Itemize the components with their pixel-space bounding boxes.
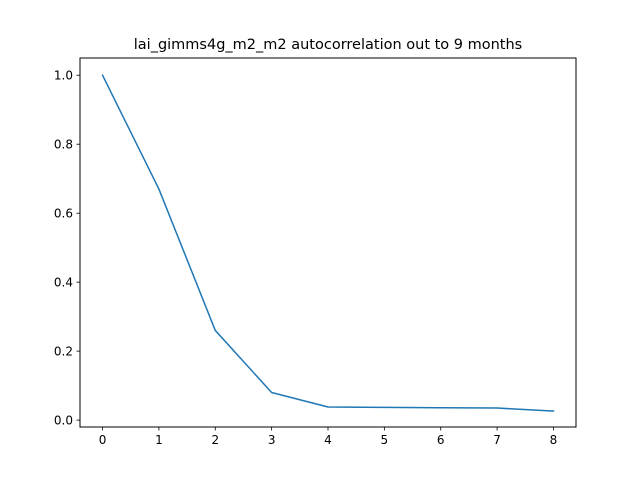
series-group	[101, 74, 555, 412]
x-tick-label: 7	[493, 433, 501, 447]
x-tick-label: 8	[550, 433, 558, 447]
y-axis: 0.0 0.2 0.4 0.6 0.8 1.0	[54, 69, 80, 427]
plot-area	[80, 58, 576, 427]
x-tick-label: 3	[268, 433, 276, 447]
chart-title: lai_gimms4g_m2_m2 autocorrelation out to…	[134, 37, 522, 53]
y-tick-label: 0.2	[54, 344, 73, 358]
x-tick-label: 5	[381, 433, 389, 447]
x-tick-label: 0	[99, 433, 107, 447]
y-tick-label: 0.6	[54, 206, 73, 220]
x-axis: 0 1 2 3 4 5 6 7 8	[99, 427, 558, 447]
y-tick-label: 0.0	[54, 413, 73, 427]
y-tick-label: 1.0	[54, 69, 73, 83]
x-tick-label: 6	[437, 433, 445, 447]
axes-frame	[79, 57, 577, 428]
x-tick-label: 1	[155, 433, 163, 447]
x-tick-label: 4	[324, 433, 332, 447]
x-tick-label: 2	[211, 433, 219, 447]
y-tick-label: 0.8	[54, 138, 73, 152]
y-tick-label: 0.4	[54, 275, 73, 289]
series-line	[101, 74, 555, 412]
